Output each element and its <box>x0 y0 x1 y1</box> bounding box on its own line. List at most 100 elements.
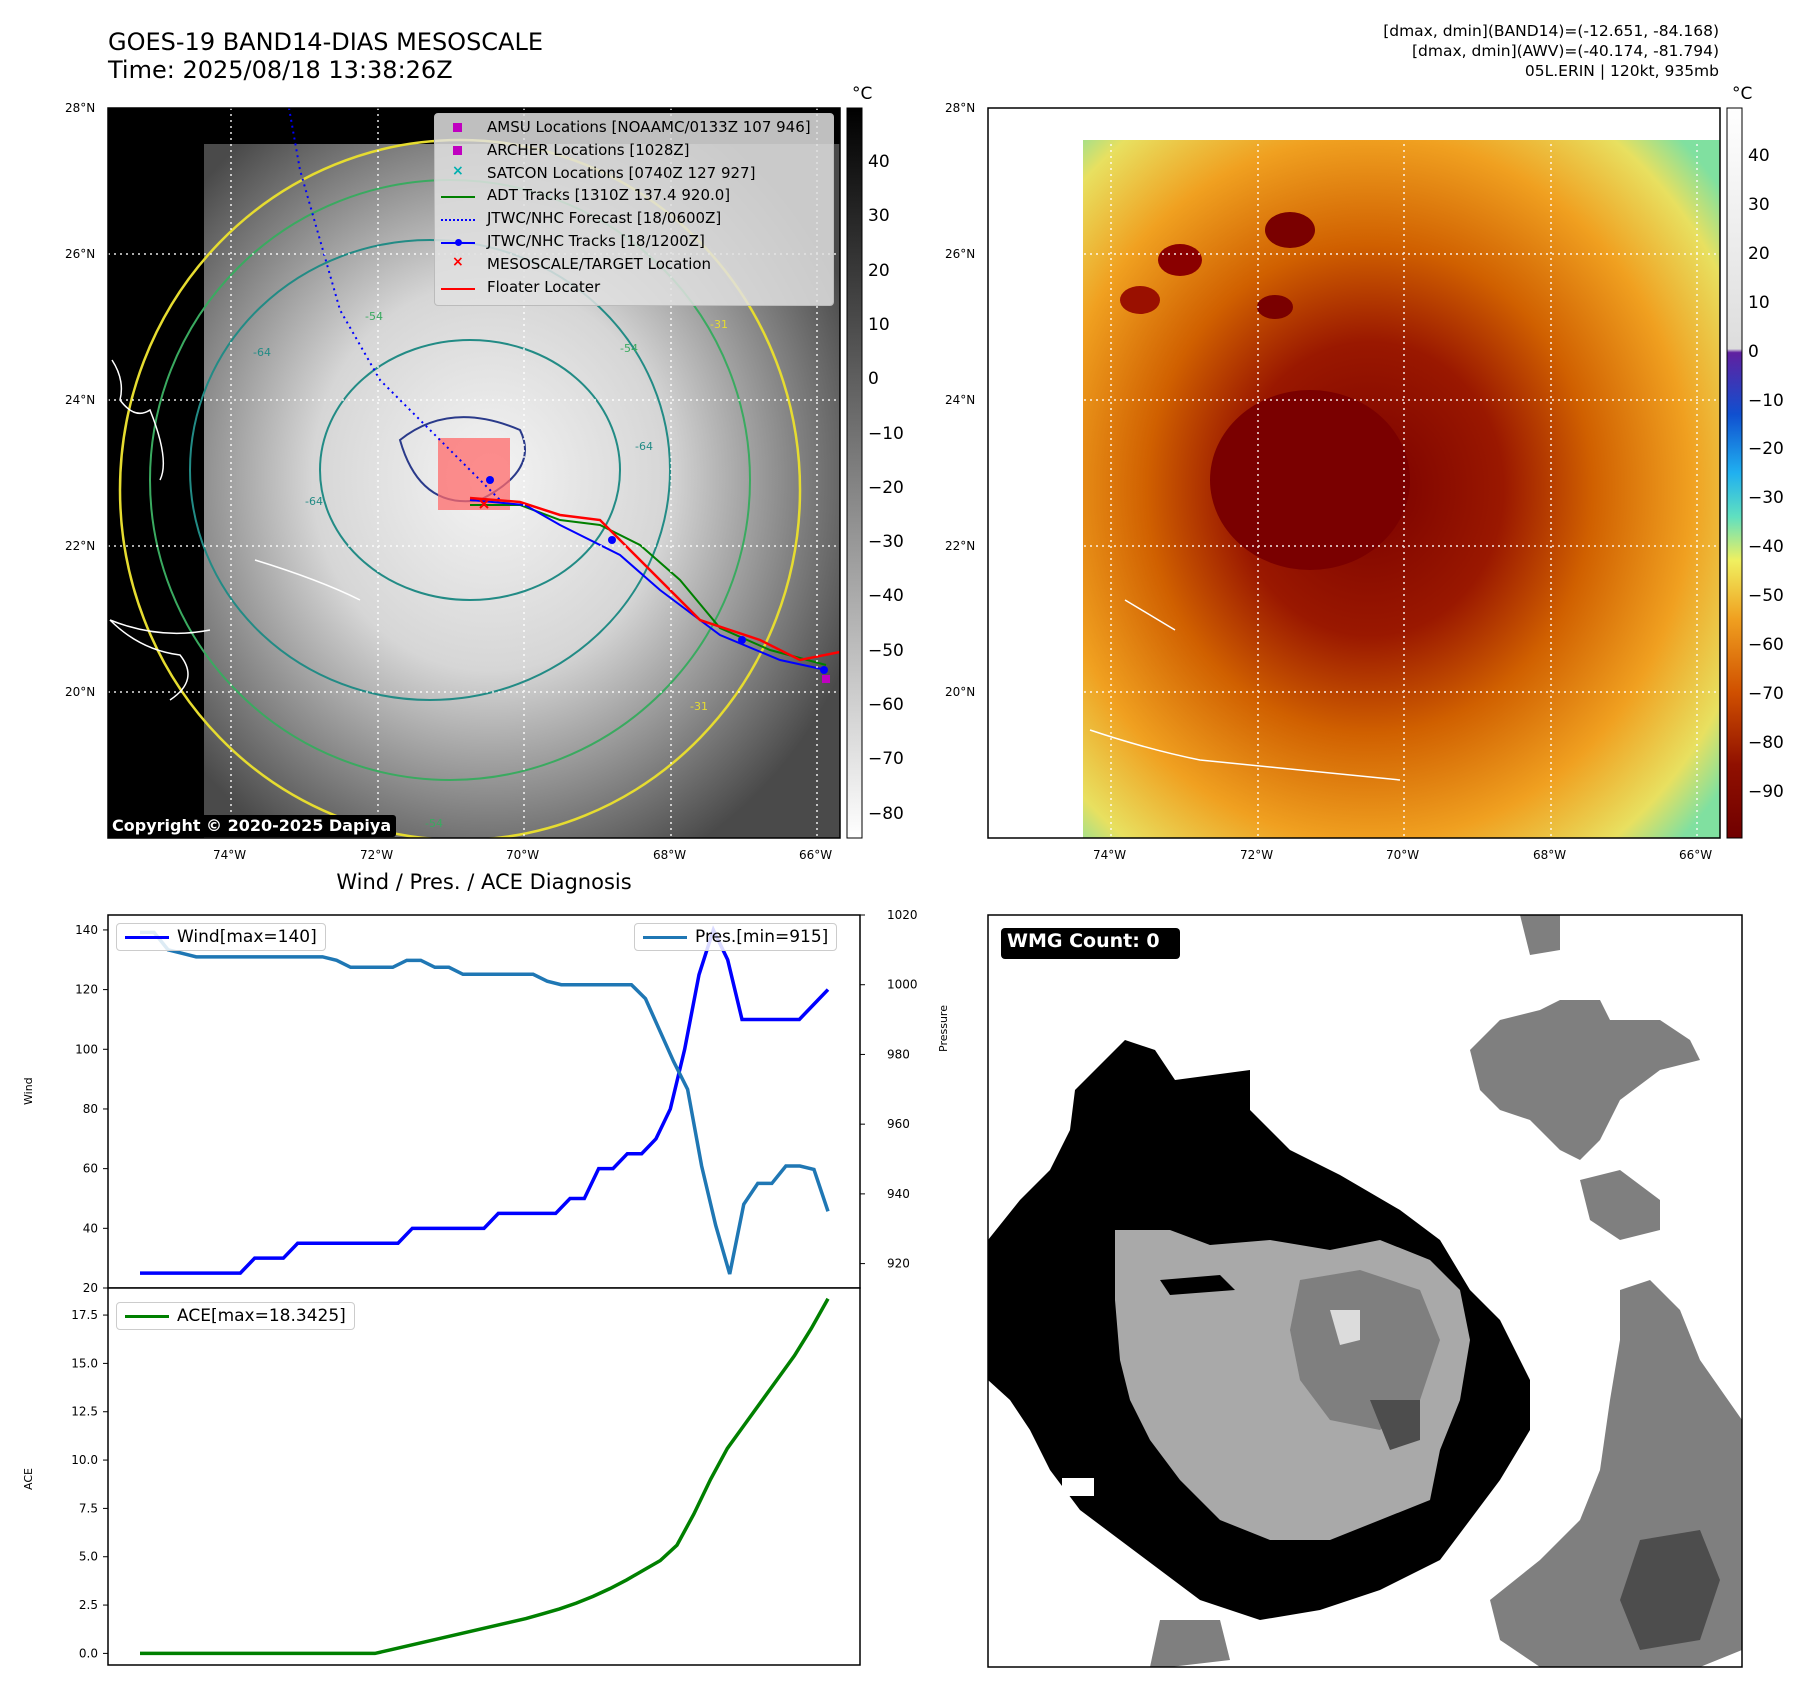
wv-lat-label: 24°N <box>945 393 976 407</box>
ace-tick-label: 17.5 <box>71 1308 98 1322</box>
contour-label: -64 <box>305 495 323 508</box>
wind-legend-label: Wind[max=140] <box>177 927 317 947</box>
pressure-legend: Pres.[min=915] <box>634 923 838 951</box>
contour-label: -54 <box>620 342 638 355</box>
ir-legend-marker <box>441 287 475 290</box>
ir-legend-label: AMSU Locations [NOAAMC/0133Z 107 946] <box>487 118 811 136</box>
title-line1: GOES-19 BAND14-DIAS MESOSCALE <box>108 28 544 56</box>
wv-map <box>987 107 1721 839</box>
ir-lat-label: 24°N <box>65 393 96 407</box>
ir-legend-item: AMSU Locations [NOAAMC/0133Z 107 946] <box>435 118 831 138</box>
ir-lon-label: 74°W <box>213 848 247 862</box>
wv-lon-label: 70°W <box>1386 848 1420 862</box>
ir-lat-label: 28°N <box>65 101 96 115</box>
ir-legend-item: ADT Tracks [1310Z 137.4 920.0] <box>435 186 831 206</box>
wv-colorbar-tick: −20 <box>1748 439 1784 460</box>
ir-legend-label: SATCON Locations [0740Z 127 927] <box>487 163 756 182</box>
pressure-legend-swatch <box>643 936 687 939</box>
ir-lat-label: 20°N <box>65 685 96 699</box>
wv-colorbar-tick: −50 <box>1748 586 1784 607</box>
pressure-tick-label: 1000 <box>887 978 918 992</box>
wind-tick-label: 80 <box>83 1102 98 1116</box>
wv-lat-label: 26°N <box>945 247 976 261</box>
wv-colorbar-tick: 30 <box>1748 194 1770 215</box>
title-line2: Time: 2025/08/18 13:38:26Z <box>108 56 453 84</box>
wind-tick-label: 120 <box>75 983 98 997</box>
info-line1: [dmax, dmin](BAND14)=(-12.651, -84.168) <box>1383 22 1719 40</box>
ir-colorbar-tick: −80 <box>868 803 904 824</box>
ace-legend: ACE[max=18.3425] <box>116 1302 355 1330</box>
ir-lon-label: 68°W <box>653 848 687 862</box>
ace-legend-label: ACE[max=18.3425] <box>177 1306 346 1326</box>
ace-tick-label: 0.0 <box>79 1646 98 1660</box>
wv-lon-label: 66°W <box>1679 848 1713 862</box>
wv-colorbar-tick: −10 <box>1748 390 1784 411</box>
contour-label: -64 <box>253 346 271 359</box>
wind-tick-label: 100 <box>75 1042 98 1056</box>
ir-colorbar-tick: 0 <box>868 369 879 390</box>
ace-tick-label: 15.0 <box>71 1356 98 1370</box>
wmg-panel <box>987 914 1743 1668</box>
wv-lon-label: 72°W <box>1240 848 1274 862</box>
pressure-tick-label: 920 <box>887 1257 910 1271</box>
wv-colorbar <box>1726 107 1743 839</box>
wv-colorbar-tick: 0 <box>1748 341 1759 362</box>
ir-colorbar-tick: 10 <box>868 314 890 335</box>
ace-line <box>140 1297 830 1656</box>
pressure-tick-label: 960 <box>887 1117 910 1131</box>
ir-colorbar-tick: −70 <box>868 749 904 770</box>
ir-lat-label: 26°N <box>65 247 96 261</box>
pressure-tick-label: 940 <box>887 1187 910 1201</box>
wv-lat-label: 22°N <box>945 539 976 553</box>
info-line3: 05L.ERIN | 120kt, 935mb <box>1524 62 1719 80</box>
wind-axis-label: Wind <box>22 1077 35 1105</box>
wind-legend-swatch <box>125 936 169 939</box>
info-line2: [dmax, dmin](AWV)=(-40.174, -81.794) <box>1412 42 1719 60</box>
copyright-badge: Copyright © 2020-2025 Dapiya <box>108 815 397 837</box>
ir-legend-marker <box>453 145 462 155</box>
ir-legend-item: × SATCON Locations [0740Z 127 927] <box>435 163 831 184</box>
ir-legend-item: JTWC/NHC Tracks [18/1200Z] <box>435 232 831 252</box>
ace-tick-label: 10.0 <box>71 1453 98 1467</box>
ace-tick-label: 5.0 <box>79 1550 98 1564</box>
ir-legend-item: ARCHER Locations [1028Z] <box>435 141 831 161</box>
ir-legend-item: JTWC/NHC Forecast [18/0600Z] <box>435 209 831 229</box>
wv-colorbar-tick: 40 <box>1748 146 1770 166</box>
pressure-tick-label: 1020 <box>887 908 918 922</box>
ir-legend-marker <box>441 196 475 199</box>
ir-legend-item: Floater Locater <box>435 278 831 298</box>
wv-colorbar-tick: 20 <box>1748 243 1770 264</box>
ir-colorbar-tick: −20 <box>868 477 904 498</box>
ir-lon-label: 72°W <box>360 848 394 862</box>
ir-legend-label: MESOSCALE/TARGET Location <box>487 254 712 273</box>
ir-legend-marker <box>441 219 475 222</box>
ir-legend-dot <box>455 239 462 246</box>
contour-label: -54 <box>365 310 383 323</box>
ace-tick-label: 2.5 <box>79 1598 98 1612</box>
ir-colorbar-unit: °C <box>852 84 873 104</box>
ir-colorbar-tick: −40 <box>868 586 904 607</box>
wv-colorbar-tick: 10 <box>1748 292 1770 313</box>
wv-colorbar-tick: −40 <box>1748 537 1784 558</box>
chart-title: Wind / Pres. / ACE Diagnosis <box>336 870 632 894</box>
pressure-line <box>140 930 830 1275</box>
ace-tick-label: 7.5 <box>79 1501 98 1515</box>
wv-lon-label: 74°W <box>1093 848 1127 862</box>
ir-colorbar-tick: 40 <box>868 152 890 172</box>
ir-colorbar-tick: 30 <box>868 206 890 227</box>
ir-colorbar-tick: 20 <box>868 260 890 281</box>
ace-tick-label: 12.5 <box>71 1405 98 1419</box>
ir-legend: AMSU Locations [NOAAMC/0133Z 107 946] ARC… <box>434 113 834 306</box>
ir-lon-label: 66°W <box>799 848 833 862</box>
contour-label: -31 <box>690 700 708 713</box>
ir-colorbar-tick: −10 <box>868 423 904 444</box>
wind-tick-label: 40 <box>83 1221 98 1235</box>
ir-legend-marker: × <box>452 253 464 270</box>
ir-colorbar <box>846 107 863 839</box>
ir-legend-label: ADT Tracks [1310Z 137.4 920.0] <box>487 186 731 205</box>
wind-tick-label: 20 <box>83 1281 98 1295</box>
wv-colorbar-unit: °C <box>1732 84 1753 104</box>
ir-legend-label: JTWC/NHC Forecast [18/0600Z] <box>487 209 722 228</box>
ir-colorbar-tick: −30 <box>868 532 904 553</box>
